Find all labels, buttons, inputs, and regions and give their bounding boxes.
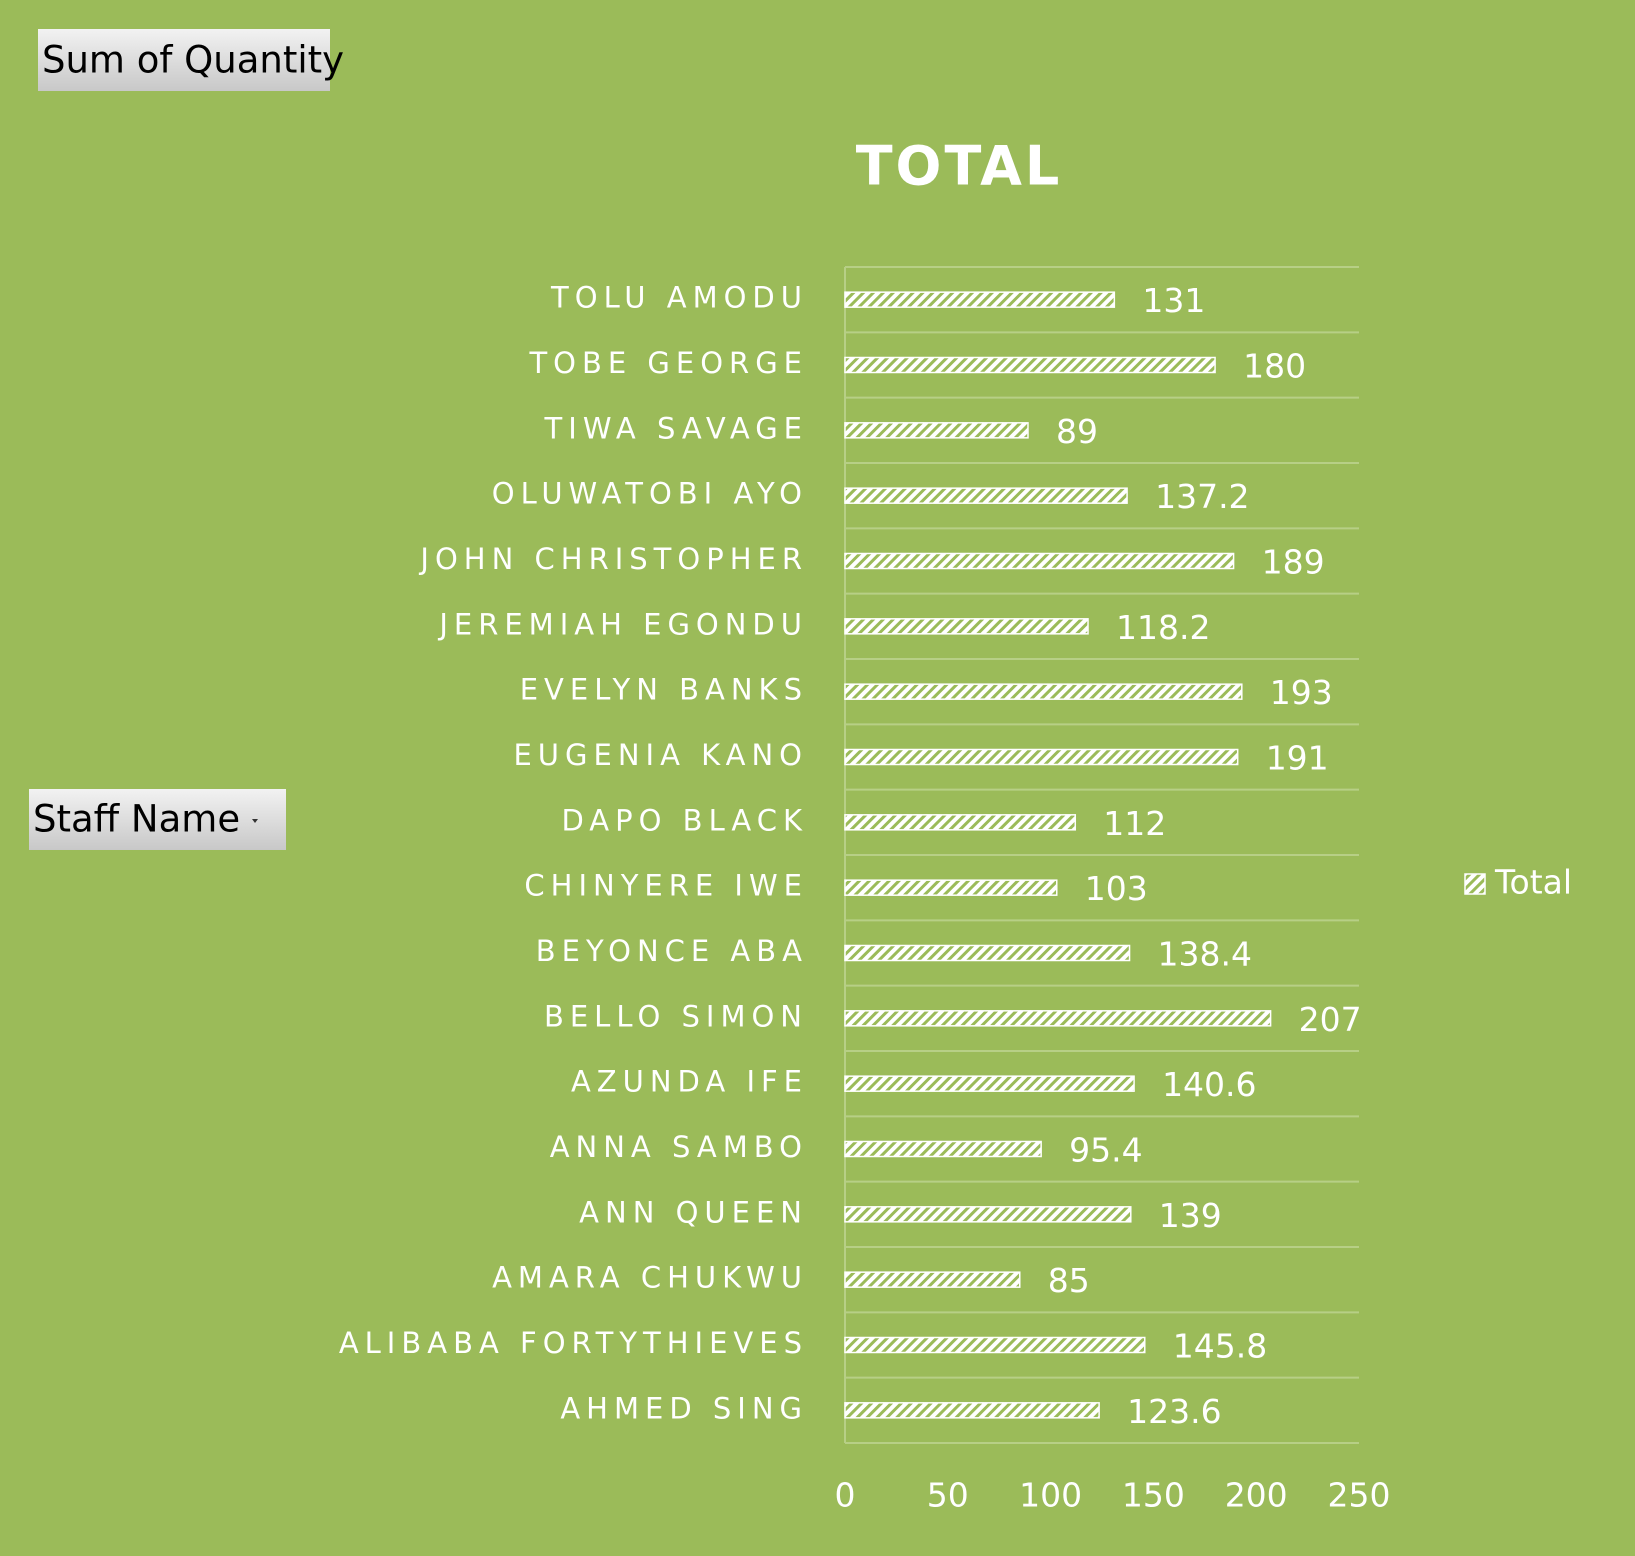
bar — [844, 552, 1235, 570]
chart-title: TOTAL — [856, 135, 1063, 198]
x-tick-label: 250 — [1328, 1476, 1391, 1515]
bar — [844, 1336, 1146, 1354]
bar — [844, 618, 1089, 635]
value-label: 207 — [1299, 1000, 1362, 1039]
y-tick-label: OLUWATOBI AYO — [492, 477, 808, 511]
dropdown-arrow — [252, 819, 258, 823]
value-label: 193 — [1270, 673, 1333, 712]
y-tick-label: AHMED SING — [560, 1391, 808, 1425]
value-label: 131 — [1142, 281, 1205, 320]
bar — [844, 422, 1029, 439]
value-label: 85 — [1048, 1261, 1090, 1300]
x-tick-label: 0 — [835, 1476, 856, 1515]
bar — [844, 487, 1128, 504]
bar — [844, 356, 1216, 374]
y-tick-label: TOBE GEORGE — [528, 346, 808, 380]
bar — [844, 748, 1239, 766]
bar — [844, 683, 1243, 700]
bar — [844, 944, 1131, 962]
button-label: Sum of Quantity — [42, 39, 344, 82]
values-field-button[interactable]: Sum of Quantity — [38, 29, 344, 91]
value-label: 89 — [1056, 412, 1098, 451]
value-label: 189 — [1262, 543, 1325, 582]
x-tick-label: 150 — [1122, 1476, 1185, 1515]
y-tick-label: BELLO SIMON — [544, 999, 808, 1033]
y-tick-label: TOLU AMODU — [550, 281, 808, 315]
y-tick-label: ANN QUEEN — [579, 1195, 808, 1229]
legend-label: Total — [1494, 863, 1572, 902]
bar — [844, 1010, 1272, 1027]
button-bg — [38, 29, 330, 91]
value-label: 123.6 — [1127, 1392, 1221, 1431]
bar — [844, 1206, 1132, 1223]
y-tick-label: JOHN CHRISTOPHER — [418, 542, 808, 576]
bar — [844, 1075, 1135, 1092]
y-tick-label: EUGENIA KANO — [513, 738, 808, 772]
value-label: 103 — [1085, 869, 1148, 908]
y-tick-label: TIWA SAVAGE — [544, 411, 808, 445]
bar — [844, 814, 1077, 831]
x-tick-label: 200 — [1225, 1476, 1288, 1515]
bar — [844, 879, 1058, 896]
value-label: 118.2 — [1116, 608, 1210, 647]
bar — [844, 1402, 1100, 1419]
button-bg — [29, 789, 286, 850]
y-tick-label: AZUNDA IFE — [571, 1065, 808, 1099]
value-label: 112 — [1103, 804, 1166, 843]
button-label: Staff Name — [33, 798, 240, 841]
value-label: 140.6 — [1162, 1065, 1256, 1104]
x-tick-label: 100 — [1019, 1476, 1082, 1515]
y-tick-label: ANNA SAMBO — [550, 1130, 808, 1164]
value-label: 139 — [1159, 1196, 1222, 1235]
bar — [844, 291, 1116, 308]
value-label: 95.4 — [1069, 1131, 1142, 1170]
x-tick-label: 50 — [927, 1476, 969, 1515]
value-label: 145.8 — [1173, 1327, 1267, 1366]
value-label: 180 — [1243, 347, 1306, 386]
value-label: 138.4 — [1158, 935, 1252, 974]
y-tick-label: EVELYN BANKS — [520, 673, 808, 707]
y-tick-label: AMARA CHUKWU — [492, 1261, 808, 1295]
legend-swatch — [1464, 873, 1486, 895]
value-label: 137.2 — [1155, 477, 1249, 516]
rows-field-button[interactable]: Staff Name — [29, 789, 286, 850]
y-tick-label: JEREMIAH EGONDU — [437, 607, 808, 641]
y-tick-label: CHINYERE IWE — [524, 869, 808, 903]
y-tick-label: DAPO BLACK — [561, 803, 808, 837]
y-tick-label: ALIBABA FORTYTHIEVES — [339, 1326, 808, 1360]
bar — [844, 1140, 1042, 1158]
bar — [844, 1271, 1021, 1288]
value-label: 191 — [1266, 739, 1329, 778]
y-tick-label: BEYONCE ABA — [536, 934, 808, 968]
